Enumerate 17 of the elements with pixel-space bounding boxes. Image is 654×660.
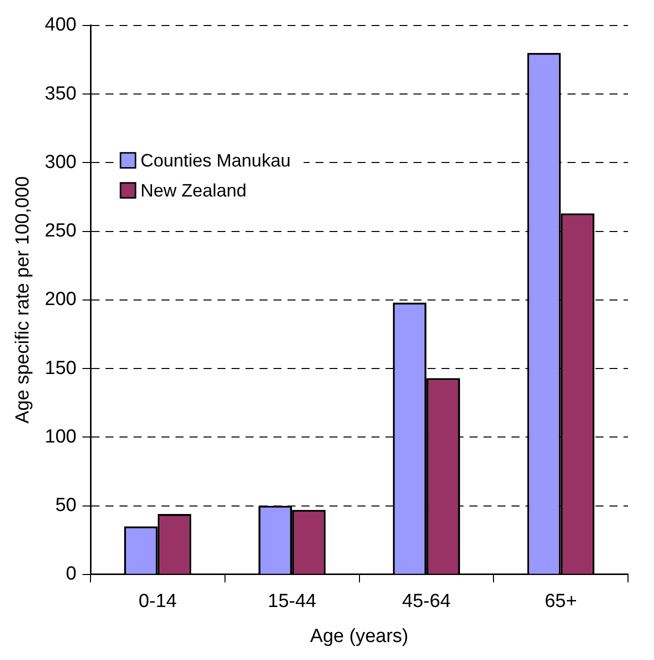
x-tick-label: 65+ [544, 591, 577, 612]
y-tick-label: 150 [44, 358, 76, 379]
y-tick-label: 350 [44, 83, 76, 104]
y-tick-label: 100 [44, 426, 76, 448]
legend-label: Counties Manukau [140, 150, 291, 170]
y-tick-label: 0 [66, 564, 76, 585]
y-tick-label: 250 [44, 220, 76, 242]
x-axis-title: Age (years) [310, 626, 408, 647]
y-tick-label: 200 [44, 289, 76, 310]
y-tick-label: 50 [55, 495, 76, 516]
x-tick-label: 0-14 [138, 591, 178, 612]
x-tick-label: 15-44 [268, 591, 317, 612]
x-tick-label: 45-64 [402, 591, 452, 612]
legend-label: New Zealand [140, 180, 247, 200]
y-tick-label: 400 [44, 14, 76, 36]
y-axis-title: Age specific rate per 100,000 [12, 176, 34, 424]
y-tick-label: 300 [44, 152, 76, 173]
